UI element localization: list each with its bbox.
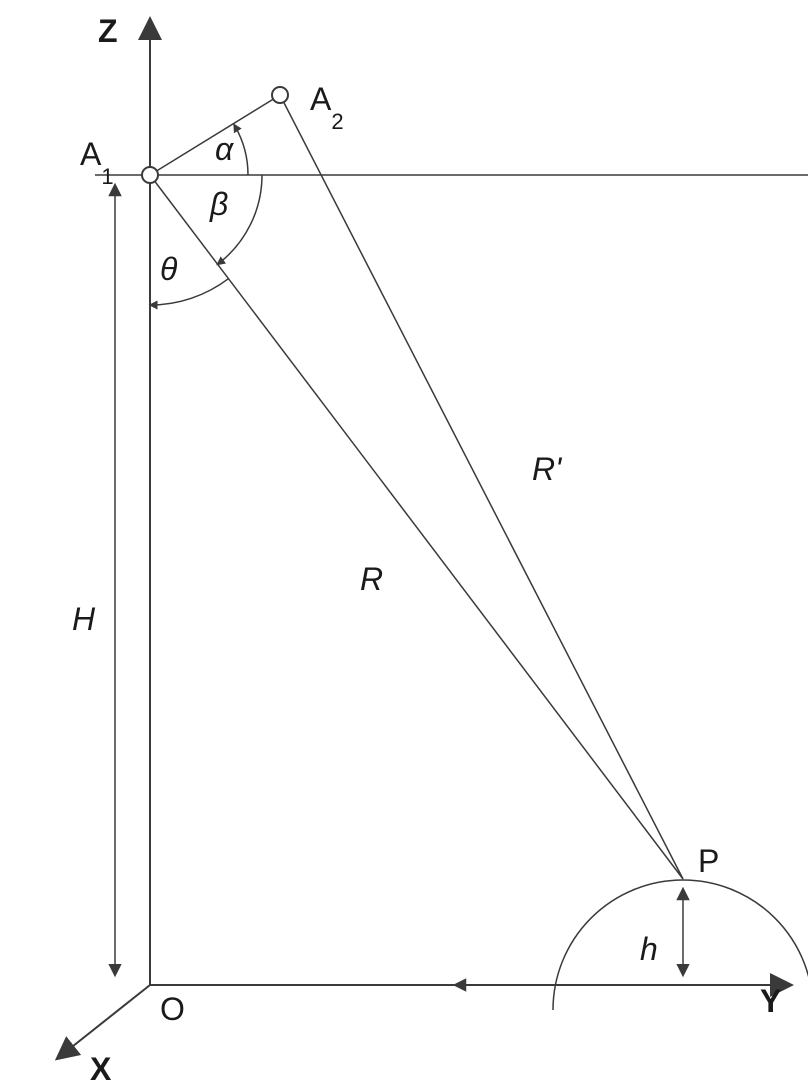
label-h-small: h — [640, 931, 658, 967]
arc-alpha — [234, 125, 248, 175]
label-beta: β — [209, 186, 228, 222]
label-alpha: α — [215, 131, 234, 167]
label-r-prime: R' — [532, 451, 563, 487]
line-r-prime — [280, 95, 683, 879]
label-z: Z — [98, 13, 118, 49]
line-r — [150, 175, 683, 879]
label-a1: A1 — [80, 136, 114, 189]
label-h-big: H — [72, 601, 96, 637]
point-a1 — [142, 167, 158, 183]
label-x: X — [90, 1051, 112, 1087]
x-axis — [58, 985, 150, 1058]
point-a2 — [272, 87, 288, 103]
label-r: R — [360, 561, 383, 597]
label-p: P — [698, 843, 719, 879]
label-y: Y — [760, 983, 781, 1019]
label-theta: θ — [160, 251, 178, 287]
label-o: O — [160, 991, 185, 1027]
label-a2: A2 — [310, 81, 344, 134]
